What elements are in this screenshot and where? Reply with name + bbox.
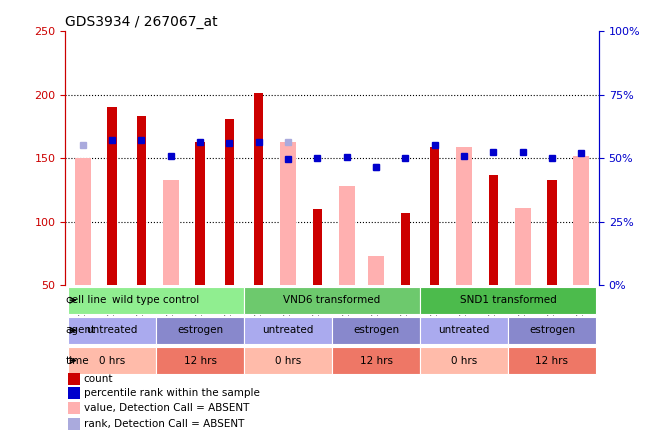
Bar xyxy=(68,402,79,414)
Text: count: count xyxy=(84,373,113,384)
Text: estrogen: estrogen xyxy=(529,325,575,335)
Bar xyxy=(514,208,531,285)
Text: 0 hrs: 0 hrs xyxy=(451,356,477,365)
Bar xyxy=(107,107,117,285)
Bar xyxy=(420,317,508,344)
Text: estrogen: estrogen xyxy=(353,325,399,335)
Bar xyxy=(156,317,244,344)
Text: VND6 transformed: VND6 transformed xyxy=(283,295,381,305)
Bar xyxy=(508,317,596,344)
Text: SND1 transformed: SND1 transformed xyxy=(460,295,557,305)
Text: time: time xyxy=(66,356,89,365)
Bar xyxy=(244,317,332,344)
Bar xyxy=(456,147,472,285)
Bar xyxy=(508,347,596,374)
Bar xyxy=(244,347,332,374)
Bar xyxy=(195,142,204,285)
Text: 12 hrs: 12 hrs xyxy=(359,356,393,365)
Text: 0 hrs: 0 hrs xyxy=(99,356,125,365)
Bar xyxy=(68,286,244,314)
Bar xyxy=(137,116,146,285)
Text: percentile rank within the sample: percentile rank within the sample xyxy=(84,388,260,398)
Text: untreated: untreated xyxy=(262,325,314,335)
Bar xyxy=(254,93,264,285)
Bar xyxy=(339,186,355,285)
Bar xyxy=(68,373,79,385)
Bar xyxy=(225,119,234,285)
Text: rank, Detection Call = ABSENT: rank, Detection Call = ABSENT xyxy=(84,420,244,429)
Bar xyxy=(489,174,498,285)
Text: untreated: untreated xyxy=(438,325,490,335)
Text: untreated: untreated xyxy=(87,325,138,335)
Bar xyxy=(68,317,156,344)
Bar xyxy=(574,155,589,285)
Text: 12 hrs: 12 hrs xyxy=(184,356,217,365)
Bar xyxy=(420,347,508,374)
Bar xyxy=(163,180,179,285)
Text: estrogen: estrogen xyxy=(177,325,223,335)
Bar xyxy=(68,418,79,430)
Bar xyxy=(68,388,79,400)
Bar xyxy=(420,286,596,314)
Text: agent: agent xyxy=(66,325,96,335)
Bar xyxy=(68,347,156,374)
Bar xyxy=(368,256,384,285)
Bar xyxy=(400,213,410,285)
Text: 12 hrs: 12 hrs xyxy=(536,356,568,365)
Bar xyxy=(156,347,244,374)
Bar xyxy=(332,317,420,344)
Bar xyxy=(312,209,322,285)
Bar xyxy=(244,286,420,314)
Bar xyxy=(75,158,90,285)
Text: value, Detection Call = ABSENT: value, Detection Call = ABSENT xyxy=(84,403,249,413)
Text: GDS3934 / 267067_at: GDS3934 / 267067_at xyxy=(65,15,217,29)
Bar xyxy=(547,180,557,285)
Text: wild type control: wild type control xyxy=(113,295,200,305)
Text: 0 hrs: 0 hrs xyxy=(275,356,301,365)
Bar xyxy=(332,347,420,374)
Text: cell line: cell line xyxy=(66,295,106,305)
Bar xyxy=(430,147,439,285)
Bar xyxy=(280,142,296,285)
